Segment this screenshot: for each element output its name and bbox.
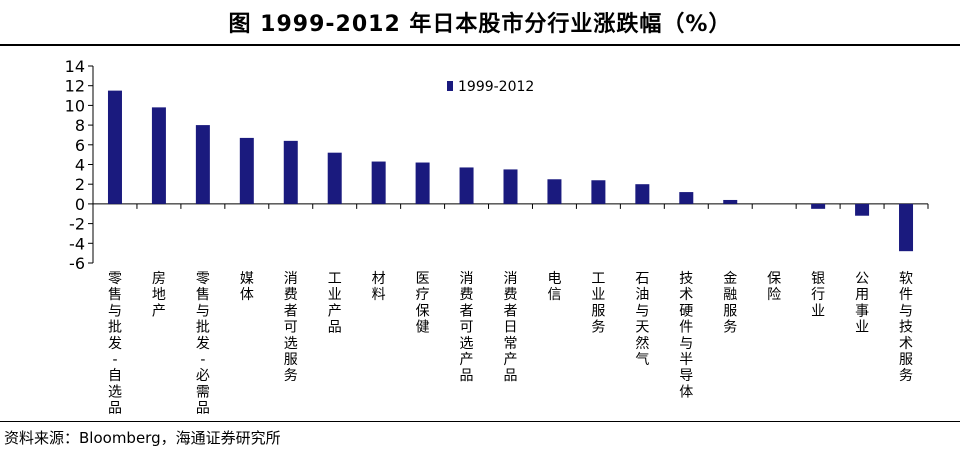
bar xyxy=(547,179,562,204)
y-tick-label: 4 xyxy=(75,156,85,175)
x-category-label: 金融服务 xyxy=(723,271,737,336)
x-category-label: 工业产品 xyxy=(328,271,342,336)
x-category-label: 消费者可选服务 xyxy=(284,271,298,384)
x-category-label: 石油与天然气 xyxy=(635,271,649,368)
bar xyxy=(503,169,518,204)
bar xyxy=(195,125,210,204)
x-category-label: 工业服务 xyxy=(591,271,605,336)
x-category-label: 零售与批发-必需品 xyxy=(196,271,210,417)
bar xyxy=(591,180,606,204)
y-tick-label: 0 xyxy=(75,195,85,214)
x-category-label: 材料 xyxy=(372,271,386,303)
bar xyxy=(635,184,650,204)
x-category-label: 保险 xyxy=(767,271,781,303)
bar xyxy=(415,162,430,204)
bar xyxy=(459,167,474,204)
chart-title: 图 1999-2012 年日本股市分行业涨跌幅（%） xyxy=(228,12,732,37)
y-tick-label: -4 xyxy=(69,234,85,253)
y-tick-label: 10 xyxy=(65,96,85,115)
legend-label: 1999-2012 xyxy=(458,79,534,95)
title-bar: 图 1999-2012 年日本股市分行业涨跌幅（%） xyxy=(0,0,960,44)
bar xyxy=(371,161,386,204)
y-tick-label: 12 xyxy=(65,77,85,96)
x-category-label: 消费者日常产品 xyxy=(504,271,518,384)
bar xyxy=(811,203,826,209)
y-tick-label: -6 xyxy=(69,254,85,273)
bar xyxy=(283,140,298,204)
x-category-label: 房地产 xyxy=(152,271,166,319)
x-category-label: 媒体 xyxy=(240,271,254,303)
x-category-label: 医疗保健 xyxy=(416,271,430,336)
y-tick-label: 8 xyxy=(75,116,85,135)
bar xyxy=(327,152,342,204)
x-category-label: 软件与技术服务 xyxy=(899,271,913,384)
title-rule xyxy=(0,44,960,46)
bar xyxy=(899,203,914,252)
y-tick-label: 6 xyxy=(75,136,85,155)
bar xyxy=(723,199,738,204)
y-tick-label: 2 xyxy=(75,175,85,194)
bar xyxy=(855,203,870,216)
footer-rule xyxy=(0,421,960,422)
x-category-label: 银行业 xyxy=(811,271,825,319)
bar xyxy=(239,137,254,204)
y-tick-label: 14 xyxy=(65,57,85,76)
bar xyxy=(679,192,694,204)
x-category-label: 零售与批发-自选品 xyxy=(108,271,122,417)
bar xyxy=(151,107,166,204)
x-category-label: 消费者可选产品 xyxy=(460,271,474,384)
legend-swatch xyxy=(447,81,453,91)
x-category-label: 公用事业 xyxy=(855,271,869,336)
x-category-label: 电信 xyxy=(547,271,561,303)
x-category-label: 技术硬件与半导体 xyxy=(679,271,693,400)
source-note: 资料来源：Bloomberg，海通证券研究所 xyxy=(4,429,281,447)
bar xyxy=(107,90,122,204)
y-tick-label: -2 xyxy=(69,215,85,234)
